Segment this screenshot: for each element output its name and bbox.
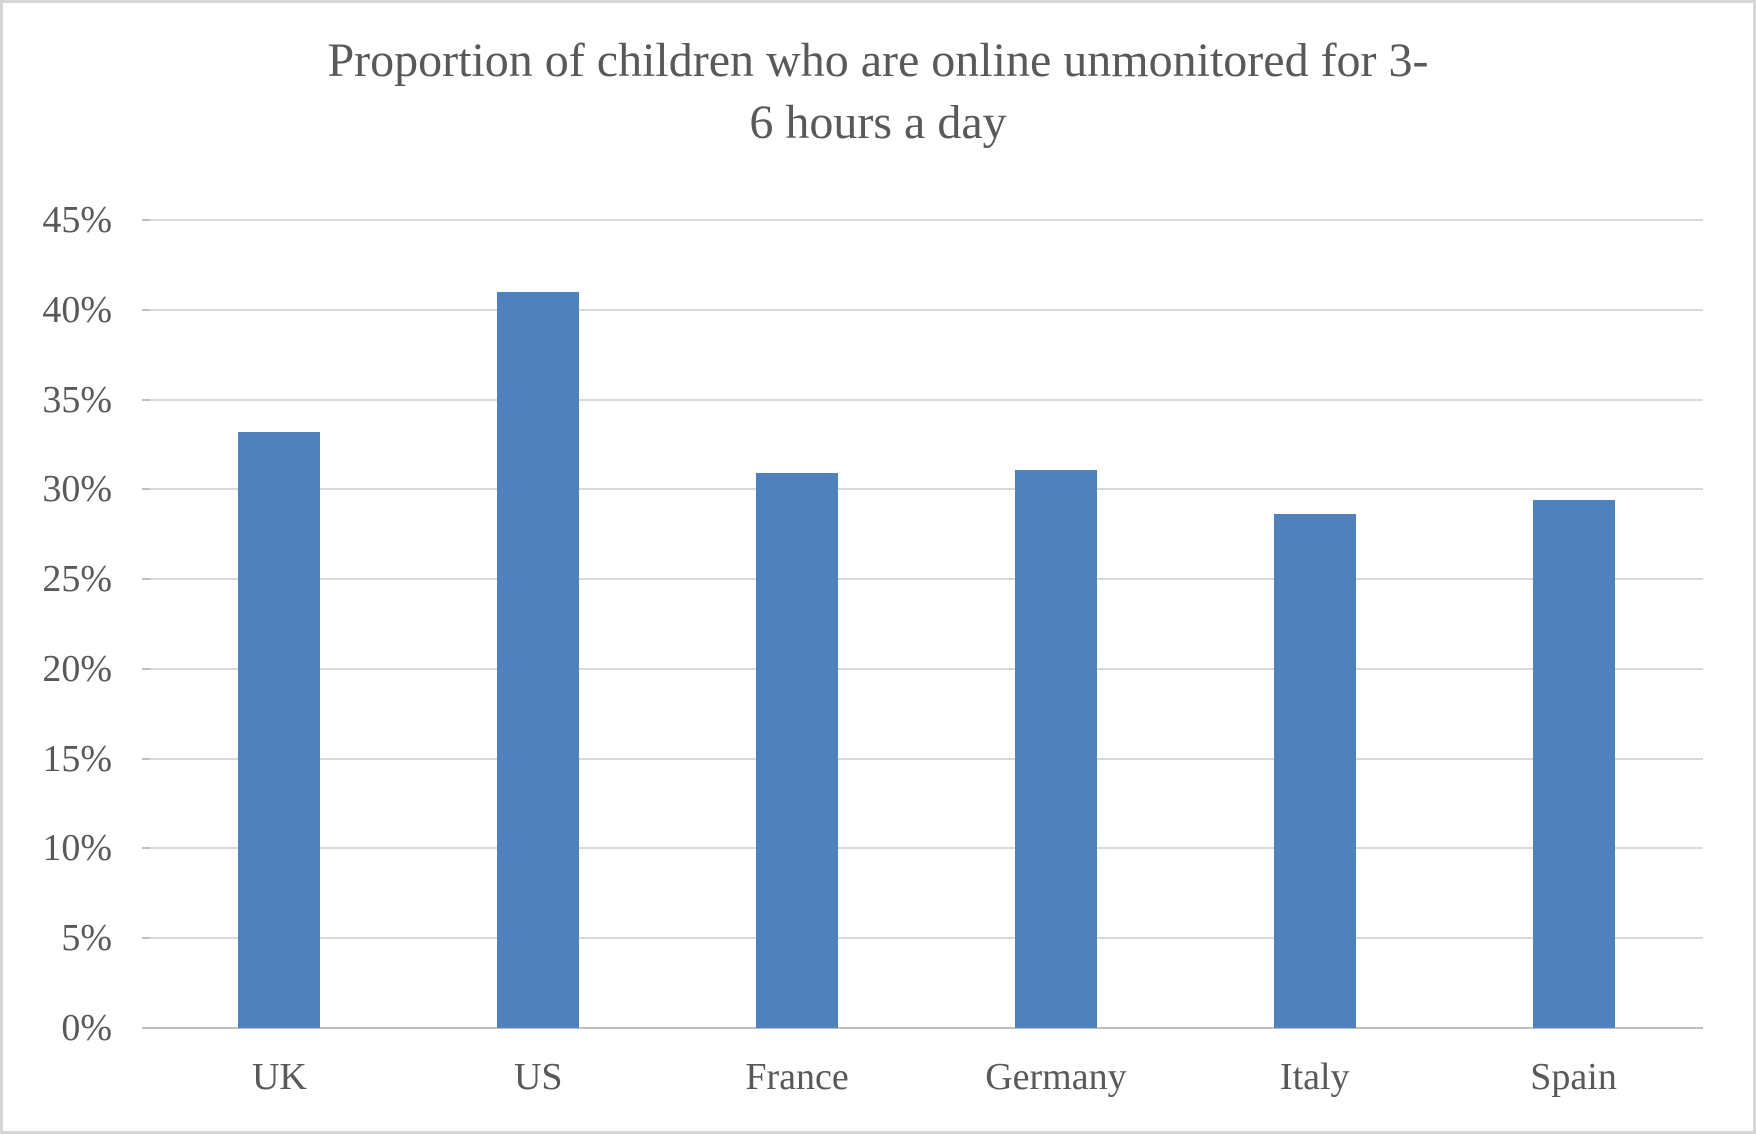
chart-title: Proportion of children who are online un…	[0, 30, 1756, 154]
chart-title-line-2: 6 hours a day	[749, 96, 1007, 149]
gridline	[150, 578, 1703, 581]
category-label-france: France	[745, 1056, 849, 1098]
y-axis-tick	[142, 757, 150, 760]
gridline	[150, 308, 1703, 311]
category-label-uk: UK	[251, 1056, 307, 1098]
chart-title-line-1: Proportion of children who are online un…	[327, 34, 1429, 87]
category-label-germany: Germany	[985, 1056, 1127, 1098]
y-tick-label: 30%	[42, 468, 112, 511]
gridline	[150, 219, 1703, 221]
y-axis-tick	[142, 308, 150, 311]
gridline	[150, 398, 1703, 401]
y-axis-tick	[142, 488, 150, 491]
y-tick-label: 0%	[61, 1007, 112, 1049]
gridline	[150, 757, 1703, 760]
gridline	[150, 937, 1703, 940]
y-tick-label: 40%	[42, 288, 112, 331]
y-tick-label: 25%	[42, 558, 112, 601]
gridline	[150, 667, 1703, 670]
category-label-spain: Spain	[1530, 1056, 1617, 1098]
bar-italy	[1273, 514, 1356, 1028]
bar-us	[497, 291, 580, 1028]
y-axis-tick	[142, 937, 150, 940]
y-axis-tick	[142, 667, 150, 670]
y-axis-tick	[142, 847, 150, 850]
y-tick-label: 10%	[42, 827, 112, 870]
x-axis-line	[150, 1027, 1703, 1029]
y-axis-tick	[142, 578, 150, 581]
category-label-italy: Italy	[1279, 1056, 1350, 1098]
y-axis-tick	[142, 1027, 150, 1029]
y-tick-label: 15%	[42, 737, 112, 780]
bar-uk	[238, 431, 321, 1028]
bar-france	[756, 473, 839, 1028]
gridline	[150, 847, 1703, 850]
y-tick-label: 5%	[61, 917, 112, 960]
bar-spain	[1532, 500, 1615, 1028]
y-axis-tick	[142, 219, 150, 221]
bar-germany	[1014, 469, 1097, 1028]
gridline	[150, 488, 1703, 491]
y-tick-label: 45%	[42, 199, 112, 241]
y-tick-label: 20%	[42, 647, 112, 690]
y-axis-tick	[142, 398, 150, 401]
y-tick-label: 35%	[42, 378, 112, 421]
category-label-us: US	[513, 1056, 563, 1098]
